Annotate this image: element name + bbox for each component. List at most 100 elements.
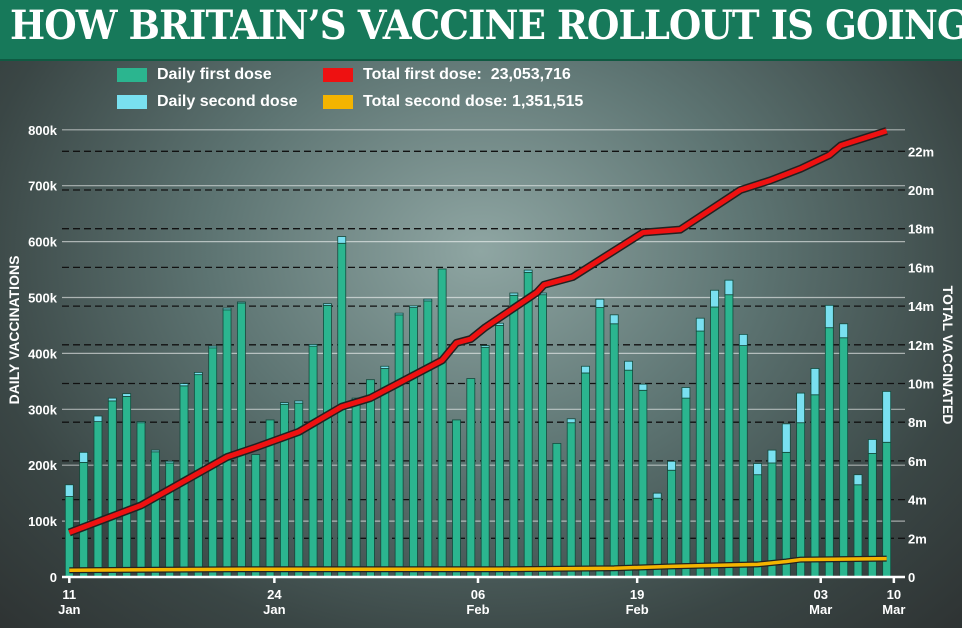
y2-tick-label: 14m	[908, 299, 934, 314]
x-tick-month: Jan	[58, 602, 80, 617]
bar-first-dose	[236, 302, 246, 578]
bar-second-dose	[810, 368, 820, 396]
legend-total-first: Total first dose: 23,053,716	[323, 66, 571, 84]
x-tick-day: 06	[471, 587, 485, 602]
bar-second-dose	[595, 298, 605, 308]
y-axis-title: DAILY VACCINATIONS	[6, 256, 22, 405]
bar-second-dose	[279, 402, 289, 405]
legend-daily-first: Daily first dose	[117, 66, 272, 84]
x-tick-day: 24	[267, 587, 282, 602]
bar-first-dose	[251, 454, 261, 578]
legend-label: Total first dose: 23,053,716	[363, 66, 571, 83]
bar-second-dose	[681, 387, 691, 399]
bar-first-dose	[466, 378, 476, 578]
x-tick-day: 10	[887, 587, 901, 602]
bar-first-dose	[595, 307, 605, 578]
bar-second-dose	[609, 314, 619, 325]
legend-label: Daily first dose	[157, 66, 272, 83]
y2-axis-title: TOTAL VACCINATED	[940, 286, 956, 425]
y-tick-label: 700k	[28, 179, 58, 194]
chart-title: HOW BRITAIN’S VACCINE ROLLOUT IS GOING	[10, 2, 962, 49]
bar-first-dose	[810, 394, 820, 578]
bar-second-dose	[64, 484, 74, 497]
bar-second-dose	[136, 421, 146, 424]
bar-second-dose	[193, 372, 203, 376]
y2-tick-label: 22m	[908, 144, 934, 159]
bar-second-dose	[294, 400, 304, 404]
bar-first-dose	[64, 496, 74, 578]
bar-second-dose	[566, 418, 576, 424]
bar-first-dose	[581, 372, 590, 578]
bar-second-dose	[222, 307, 232, 311]
x-tick-month: Feb	[466, 602, 489, 617]
total-first-line	[68, 128, 888, 535]
bar-first-dose	[667, 469, 676, 578]
y2-tick-label: 4m	[908, 493, 927, 508]
bar-second-dose	[724, 279, 734, 296]
bar-first-dose	[308, 345, 318, 578]
y-tick-label: 500k	[28, 291, 58, 306]
y-tick-label: 300k	[28, 402, 58, 417]
bar-first-dose	[495, 325, 504, 578]
legend-label: Daily second dose	[157, 93, 298, 110]
legend-total-second: Total second dose: 1,351,515	[323, 93, 583, 111]
bar-second-dose	[323, 303, 332, 306]
bar-first-dose	[681, 397, 691, 578]
bar-first-dose	[93, 421, 103, 578]
legend-swatch-total-second	[323, 95, 353, 109]
bar-first-dose	[853, 484, 863, 578]
bar-second-dose	[667, 460, 676, 471]
legend-swatch-total-first	[323, 68, 353, 82]
bar-first-dose	[796, 422, 806, 578]
bar-second-dose	[394, 312, 404, 316]
bar-second-dose	[695, 317, 705, 332]
bar-second-dose	[638, 383, 648, 391]
bar-second-dose	[824, 304, 834, 329]
bar-second-dose	[165, 460, 175, 464]
bar-second-dose	[867, 439, 877, 454]
x-tick-month: Feb	[626, 602, 649, 617]
y2-tick-label: 8m	[908, 415, 927, 430]
bar-second-dose	[523, 269, 533, 273]
bar-first-dose	[366, 379, 375, 578]
bar-first-dose	[638, 389, 648, 578]
bar-second-dose	[581, 365, 590, 374]
bar-second-dose	[839, 323, 849, 339]
bar-first-dose	[279, 403, 289, 578]
y-tick-label: 400k	[28, 346, 58, 361]
legend-daily-second: Daily second dose	[117, 93, 298, 111]
y2-tick-label: 16m	[908, 260, 934, 275]
legend-swatch-second	[117, 95, 147, 109]
bar-second-dose	[753, 463, 763, 476]
bar-first-dose	[79, 462, 89, 578]
y-tick-label: 600k	[28, 235, 58, 250]
bar-second-dose	[624, 360, 633, 371]
bar-second-dose	[796, 392, 806, 424]
bar-first-dose	[839, 337, 849, 578]
bar-first-dose	[738, 345, 748, 578]
y2-tick-label: 2m	[908, 531, 927, 546]
x-tick-month: Jan	[263, 602, 285, 617]
bar-first-dose	[552, 442, 562, 578]
y2-tick-label: 10m	[908, 377, 934, 392]
x-tick-month: Mar	[882, 602, 905, 617]
bar-first-dose	[566, 422, 576, 578]
y-tick-label: 200k	[28, 458, 58, 473]
bar-second-dose	[93, 415, 103, 422]
bar-second-dose	[236, 301, 246, 304]
bar-first-dose	[323, 304, 332, 578]
bar-first-dose	[509, 294, 519, 578]
bar-second-dose	[480, 345, 490, 348]
bar-second-dose	[107, 397, 117, 402]
bar-first-dose	[724, 294, 734, 578]
bar-first-dose	[122, 396, 132, 578]
x-tick-month: Mar	[809, 602, 832, 617]
y2-tick-label: 20m	[908, 183, 934, 198]
legend-swatch-first	[117, 68, 147, 82]
bar-first-dose	[351, 398, 361, 578]
bar-first-dose	[423, 300, 433, 578]
bar-first-dose	[409, 307, 418, 578]
bar-second-dose	[150, 449, 160, 453]
y-tick-label: 800k	[28, 123, 58, 138]
